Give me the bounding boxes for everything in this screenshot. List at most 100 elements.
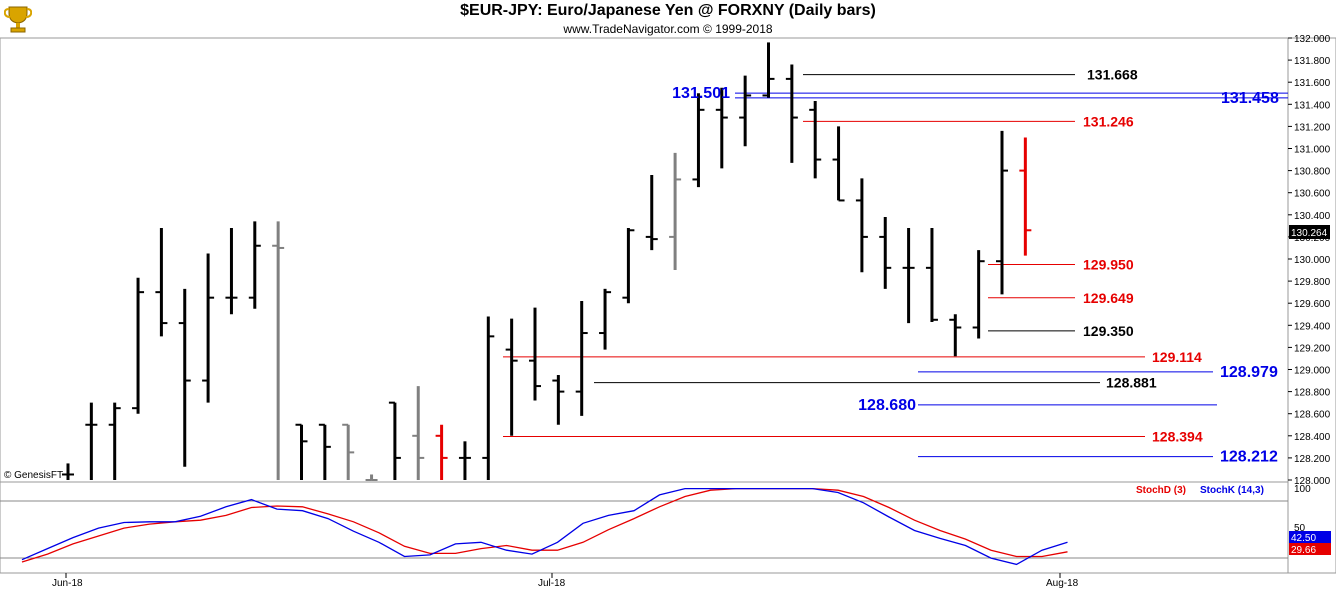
price-tick-label: 131.800 (1294, 56, 1331, 67)
copyright-label: © GenesisFT (4, 470, 63, 481)
ohlc-bar (599, 288, 612, 350)
ohlc-bar (925, 228, 938, 322)
level-label: 131.458 (1221, 90, 1279, 107)
price-tick-label: 131.000 (1294, 145, 1331, 156)
stoch-tick-100: 100 (1294, 484, 1311, 495)
level-label: 131.668 (1087, 67, 1138, 83)
level-label: 128.979 (1220, 364, 1278, 381)
stoch-d-value: 29.66 (1291, 545, 1316, 556)
time-axis: Jun-18 Jul-18 Aug-18 (52, 573, 1079, 589)
chart-header: $EUR-JPY: Euro/Japanese Yen @ FORXNY (Da… (0, 0, 1336, 38)
chart-title: $EUR-JPY: Euro/Japanese Yen @ FORXNY (Da… (460, 2, 876, 19)
ohlc-bar (949, 314, 962, 357)
ohlc-bar (482, 316, 495, 480)
price-tick-label: 130.400 (1294, 211, 1331, 222)
ohlc-bar (692, 93, 705, 188)
level-label: 131.246 (1083, 113, 1134, 129)
ohlc-bar (342, 423, 355, 480)
ohlc-bar (388, 401, 401, 480)
ohlc-bar (996, 130, 1008, 295)
time-label-jul: Jul-18 (538, 578, 566, 589)
level-label: 131.501 (672, 85, 730, 102)
ohlc-bar (529, 307, 541, 401)
level-label: 129.950 (1083, 257, 1134, 273)
price-tick-label: 130.600 (1294, 189, 1331, 200)
price-axis: 132.000 131.800 131.600 131.400 131.200 131.0… (1288, 34, 1331, 487)
ohlc-bar (132, 277, 145, 414)
ohlc-bar (155, 228, 168, 337)
ohlc-bar (785, 64, 798, 163)
price-tick-label: 129.200 (1294, 343, 1331, 354)
stoch-k-value: 42.50 (1291, 533, 1316, 544)
ohlc-bar (902, 228, 915, 324)
price-tick-label: 128.200 (1294, 454, 1331, 465)
level-label: 129.649 (1083, 290, 1134, 306)
stoch-k-legend: StochK (14,3) (1200, 485, 1264, 496)
ohlc-bar (458, 441, 471, 480)
price-tick-label: 131.400 (1294, 100, 1331, 111)
ohlc-bar (1019, 137, 1032, 256)
ohlc-bar (715, 87, 728, 169)
ohlc-bar (669, 152, 682, 271)
level-label: 128.881 (1106, 375, 1157, 391)
ohlc-bar (272, 221, 285, 480)
price-tick-label: 130.000 (1294, 255, 1331, 266)
ohlc-bar (645, 175, 658, 251)
ohlc-bar (552, 375, 565, 425)
stoch-d-legend: StochD (3) (1136, 485, 1186, 496)
price-tick-label: 130.800 (1294, 167, 1331, 178)
chart-subtitle: www.TradeNavigator.com © 1999-2018 (563, 22, 773, 36)
trophy-logo-icon (4, 6, 32, 33)
price-tick-label: 129.800 (1294, 277, 1331, 288)
level-label: 129.114 (1152, 349, 1202, 365)
price-tick-label: 129.400 (1294, 321, 1331, 332)
ohlc-bar (575, 300, 588, 416)
ohlc-bar (108, 402, 121, 480)
time-label-aug: Aug-18 (1046, 578, 1079, 589)
stoch-tick-50: 50 (1294, 523, 1306, 534)
price-tick-label: 128.400 (1294, 432, 1331, 443)
price-panel (0, 37, 1289, 483)
ohlc-bar (972, 250, 985, 339)
stochastic-indicator: StochD (3) StochK (14,3) 100 50 42.50 29… (0, 484, 1331, 566)
level-label: 128.394 (1152, 428, 1203, 444)
price-axis-panel (1287, 37, 1336, 574)
level-label: 128.680 (858, 397, 916, 414)
stoch-d-line (21, 487, 1068, 563)
price-tick-label: 132.000 (1294, 34, 1331, 45)
ohlc-bar (295, 423, 308, 480)
ohlc-bar (832, 126, 845, 202)
level-labels: 131.668 131.501 131.458 131.246 129.950 129.6… (672, 67, 1279, 466)
price-tick-label: 129.000 (1294, 366, 1331, 377)
ohlc-bar (225, 228, 238, 315)
last-price-marker: 130.264 (1289, 225, 1330, 239)
ohlc-bar (739, 75, 752, 147)
ohlc-bar (855, 178, 868, 273)
ohlc-bar (622, 228, 635, 304)
level-label: 129.350 (1083, 323, 1134, 339)
ohlc-bar (505, 318, 518, 436)
ohlc-bar (879, 217, 892, 289)
last-price-label: 130.264 (1291, 228, 1328, 239)
ohlc-bar (248, 221, 261, 309)
ohlc-bar (318, 423, 331, 480)
ohlc-bar (412, 386, 425, 480)
time-label-jun: Jun-18 (52, 578, 83, 589)
ohlc-bar (178, 288, 191, 467)
price-tick-label: 131.600 (1294, 78, 1331, 89)
ohlc-bar (435, 424, 448, 480)
ohlc-bar (365, 474, 378, 481)
stoch-panel (0, 481, 1289, 574)
stoch-k-line (21, 487, 1068, 566)
price-tick-label: 131.200 (1294, 122, 1331, 133)
ohlc-bar (62, 463, 74, 480)
ohlc-bar (202, 253, 215, 403)
price-tick-label: 129.600 (1294, 299, 1331, 310)
price-tick-label: 128.600 (1294, 410, 1331, 421)
level-label: 128.212 (1220, 449, 1278, 466)
price-tick-label: 128.000 (1294, 476, 1331, 487)
ohlc-bar (85, 402, 98, 480)
level-lines (503, 74, 1288, 458)
ohlc-bar (809, 100, 822, 179)
